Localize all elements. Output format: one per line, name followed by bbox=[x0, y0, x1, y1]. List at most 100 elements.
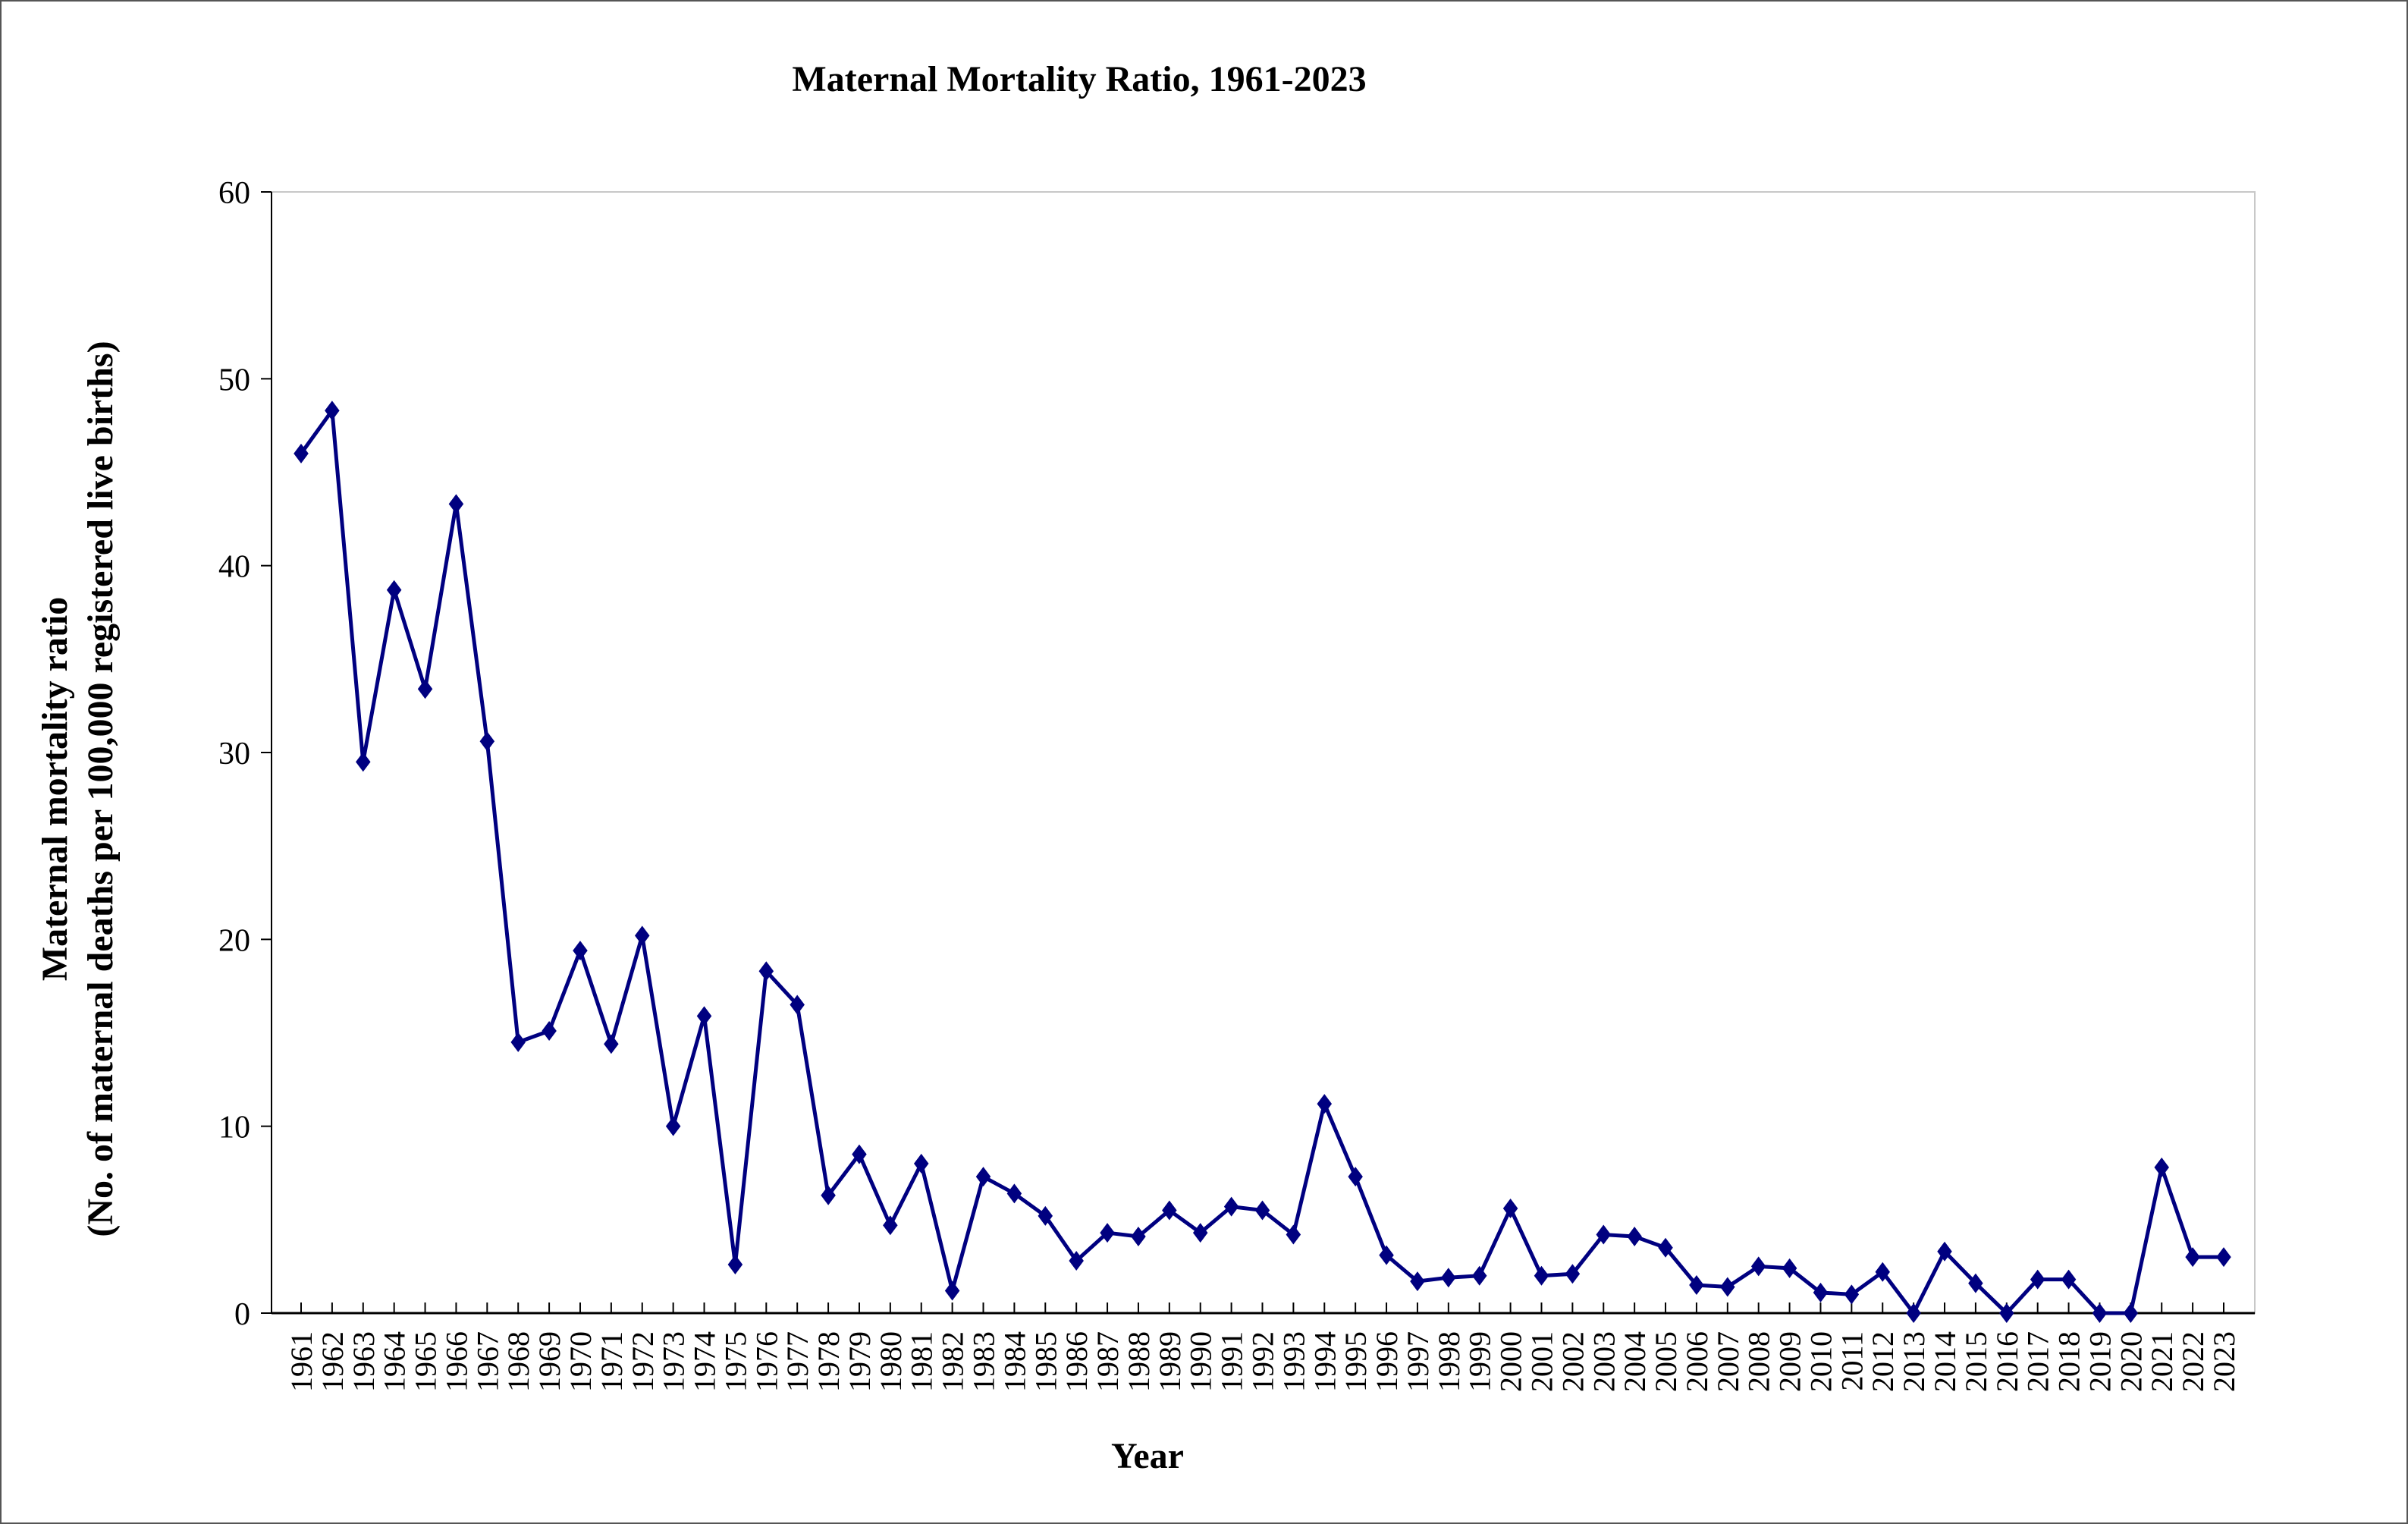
x-tick-label: 1985 bbox=[1028, 1331, 1063, 1392]
x-tick-label: 2023 bbox=[2207, 1331, 2241, 1392]
x-tick-label: 1965 bbox=[409, 1331, 443, 1392]
data-point bbox=[417, 679, 433, 699]
data-point bbox=[1782, 1258, 1797, 1278]
data-point bbox=[1875, 1262, 1890, 1282]
data-point bbox=[635, 925, 650, 946]
data-point bbox=[758, 961, 774, 982]
data-point bbox=[2092, 1303, 2108, 1323]
x-tick-label: 2018 bbox=[2052, 1331, 2086, 1392]
data-point bbox=[1937, 1241, 1952, 1262]
data-point bbox=[1069, 1251, 1084, 1271]
x-tick-label: 1998 bbox=[1432, 1331, 1466, 1392]
x-tick-label: 1961 bbox=[284, 1331, 319, 1392]
x-tick-label: 1999 bbox=[1463, 1331, 1497, 1392]
y-tick-label: 50 bbox=[218, 363, 250, 397]
x-tick-label: 1979 bbox=[843, 1331, 877, 1392]
x-tick-label: 1995 bbox=[1339, 1331, 1373, 1392]
x-tick-label: 1990 bbox=[1184, 1331, 1218, 1392]
data-point bbox=[1720, 1277, 1735, 1297]
x-tick-label: 2016 bbox=[1990, 1331, 2024, 1392]
x-tick-label: 1970 bbox=[564, 1331, 598, 1392]
data-point bbox=[1968, 1273, 1983, 1293]
y-tick-label: 0 bbox=[234, 1297, 250, 1332]
x-tick-label: 1962 bbox=[316, 1331, 350, 1392]
x-tick-label: 1989 bbox=[1153, 1331, 1187, 1392]
x-tick-label: 2013 bbox=[1897, 1331, 1931, 1392]
x-tick-label: 1982 bbox=[936, 1331, 970, 1392]
series-line bbox=[299, 405, 2224, 1317]
x-tick-label: 1996 bbox=[1370, 1331, 1404, 1392]
x-tick-label: 2015 bbox=[1959, 1331, 1993, 1392]
y-tick-label: 40 bbox=[218, 550, 250, 585]
x-tick-label: 1963 bbox=[347, 1331, 381, 1392]
x-tick-label: 1964 bbox=[378, 1331, 412, 1392]
x-tick-label: 2003 bbox=[1587, 1331, 1621, 1392]
data-point bbox=[479, 731, 495, 752]
x-tick-label: 2006 bbox=[1680, 1331, 1714, 1392]
x-tick-label: 1977 bbox=[780, 1331, 815, 1392]
data-point bbox=[573, 941, 588, 961]
x-tick-label: 1993 bbox=[1276, 1331, 1311, 1392]
data-point bbox=[696, 1006, 712, 1026]
x-tick-label: 1975 bbox=[718, 1331, 752, 1392]
x-tick-label: 2020 bbox=[2114, 1331, 2148, 1392]
x-tick-label: 1984 bbox=[997, 1331, 1031, 1392]
data-point bbox=[1596, 1224, 1612, 1245]
data-point bbox=[2216, 1247, 2231, 1268]
data-point bbox=[2061, 1269, 2077, 1290]
data-point bbox=[1131, 1227, 1146, 1247]
x-tick-label: 2014 bbox=[1928, 1331, 1962, 1392]
x-tick-label: 1971 bbox=[595, 1331, 629, 1392]
data-point bbox=[1658, 1237, 1673, 1258]
x-axis-label: Year bbox=[1111, 1436, 1184, 1476]
data-point bbox=[356, 752, 371, 772]
data-point bbox=[1471, 1265, 1487, 1286]
data-point bbox=[1689, 1275, 1704, 1296]
x-tick-label: 2004 bbox=[1618, 1331, 1652, 1392]
data-point bbox=[325, 401, 340, 421]
data-point bbox=[944, 1280, 960, 1301]
data-point bbox=[1192, 1223, 1208, 1243]
x-tick-label: 2002 bbox=[1556, 1331, 1590, 1392]
x-tick-label: 1980 bbox=[874, 1331, 908, 1392]
data-point bbox=[1162, 1200, 1177, 1221]
data-point bbox=[1223, 1196, 1239, 1217]
x-tick-label: 1987 bbox=[1091, 1331, 1125, 1392]
y-tick-label: 30 bbox=[218, 737, 250, 771]
data-point bbox=[1348, 1167, 1363, 1187]
y-axis-label-line2: (No. of maternal deaths per 100,000 regi… bbox=[80, 341, 121, 1236]
data-point bbox=[1410, 1271, 1425, 1292]
x-tick-label: 2008 bbox=[1742, 1331, 1776, 1392]
x-tick-label: 1973 bbox=[657, 1331, 691, 1392]
data-point bbox=[1844, 1284, 1860, 1305]
x-tick-label: 1981 bbox=[905, 1331, 939, 1392]
x-tick-label: 2011 bbox=[1835, 1331, 1869, 1391]
data-point bbox=[1565, 1264, 1581, 1284]
x-tick-label: 1994 bbox=[1308, 1331, 1342, 1392]
data-point bbox=[294, 443, 309, 463]
x-tick-label: 2012 bbox=[1866, 1331, 1900, 1392]
x-tick-label: 2010 bbox=[1804, 1331, 1838, 1392]
data-point bbox=[1286, 1224, 1301, 1245]
data-point bbox=[1379, 1245, 1394, 1265]
data-point bbox=[1534, 1265, 1549, 1286]
data-point bbox=[448, 494, 464, 514]
data-point bbox=[1006, 1183, 1022, 1204]
data-point bbox=[1750, 1256, 1766, 1277]
data-point bbox=[2185, 1247, 2200, 1268]
x-tick-label: 1978 bbox=[812, 1331, 846, 1392]
data-point bbox=[1100, 1223, 1115, 1243]
data-point bbox=[2123, 1303, 2139, 1323]
x-tick-label: 1988 bbox=[1122, 1331, 1156, 1392]
y-tick-label: 60 bbox=[218, 176, 250, 211]
data-point bbox=[821, 1185, 836, 1205]
data-point bbox=[1813, 1282, 1829, 1302]
data-point bbox=[604, 1034, 619, 1054]
data-point bbox=[883, 1215, 898, 1236]
data-point bbox=[1038, 1205, 1053, 1226]
x-tick-label: 1968 bbox=[501, 1331, 535, 1392]
x-tick-label: 2019 bbox=[2083, 1331, 2117, 1392]
x-tick-label: 2017 bbox=[2021, 1331, 2055, 1392]
x-tick-label: 1983 bbox=[967, 1331, 1001, 1392]
